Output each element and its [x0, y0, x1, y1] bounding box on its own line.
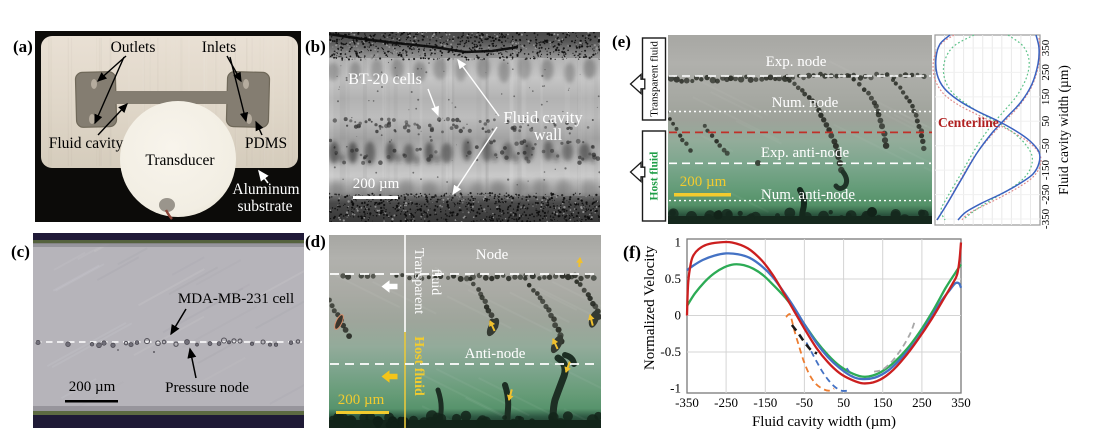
svg-text:substrate: substrate: [237, 198, 292, 215]
svg-text:Inlets: Inlets: [202, 39, 236, 56]
svg-text:50: 50: [1040, 115, 1052, 127]
svg-text:-50: -50: [796, 395, 813, 410]
svg-text:Transducer: Transducer: [145, 152, 215, 169]
svg-text:-150: -150: [753, 395, 777, 410]
svg-text:(f): (f): [623, 242, 641, 263]
svg-text:(a): (a): [13, 37, 33, 56]
svg-text:(e): (e): [612, 32, 631, 51]
svg-text:150: 150: [1040, 88, 1052, 105]
svg-text:(d): (d): [305, 232, 326, 251]
svg-text:(b): (b): [305, 37, 326, 56]
svg-text:350: 350: [951, 395, 971, 410]
svg-text:250: 250: [1040, 64, 1052, 81]
svg-text:-150: -150: [1040, 160, 1052, 181]
svg-text:-350: -350: [675, 395, 699, 410]
svg-text:200 µm: 200 µm: [680, 174, 727, 190]
svg-text:Num. node: Num. node: [772, 95, 839, 111]
svg-text:fluid: fluid: [428, 269, 443, 295]
svg-text:Fluid cavity: Fluid cavity: [503, 108, 583, 127]
svg-text:0.5: 0.5: [665, 271, 681, 286]
svg-text:-250: -250: [1040, 184, 1052, 205]
svg-text:Host fluid: Host fluid: [411, 336, 426, 396]
svg-text:1: 1: [675, 235, 682, 250]
svg-text:Exp. anti-node: Exp. anti-node: [761, 145, 850, 161]
svg-text:Num. anti-node: Num. anti-node: [761, 187, 855, 203]
svg-text:Outlets: Outlets: [111, 39, 156, 56]
svg-text:Exp. node: Exp. node: [766, 54, 827, 70]
svg-text:Transparent: Transparent: [411, 248, 426, 314]
svg-text:Fluid cavity width (µm): Fluid cavity width (µm): [752, 414, 896, 430]
svg-text:Fluid cavity width (µm): Fluid cavity width (µm): [1056, 65, 1071, 195]
svg-text:PDMS: PDMS: [245, 135, 287, 152]
svg-text:Normalized Velocity: Normalized Velocity: [642, 245, 658, 370]
svg-text:-0.5: -0.5: [660, 344, 681, 359]
svg-text:0: 0: [675, 308, 682, 323]
svg-text:250: 250: [912, 395, 932, 410]
svg-text:Pressure node: Pressure node: [165, 380, 249, 396]
svg-text:200 µm: 200 µm: [353, 176, 400, 192]
svg-text:MDA-MB-231 cell: MDA-MB-231 cell: [178, 291, 294, 307]
svg-text:150: 150: [873, 395, 893, 410]
svg-text:50: 50: [837, 395, 850, 410]
svg-text:Centerline: Centerline: [938, 115, 999, 130]
svg-text:Node: Node: [476, 247, 509, 263]
svg-text:Host fluid: Host fluid: [649, 151, 661, 200]
svg-text:-250: -250: [714, 395, 738, 410]
svg-text:350: 350: [1040, 39, 1052, 56]
svg-text:Aluminum: Aluminum: [232, 181, 299, 198]
svg-text:200 µm: 200 µm: [69, 379, 116, 395]
svg-text:-350: -350: [1040, 208, 1052, 229]
svg-text:(c): (c): [11, 242, 30, 261]
svg-text:Anti-node: Anti-node: [465, 346, 526, 362]
svg-text:Transparent fluid: Transparent fluid: [649, 41, 661, 117]
svg-text:BT-20 cells: BT-20 cells: [348, 71, 422, 88]
svg-text:-50: -50: [1040, 138, 1052, 153]
svg-text:-1: -1: [670, 381, 681, 396]
svg-text:200 µm: 200 µm: [338, 392, 385, 408]
svg-text:wall: wall: [534, 125, 563, 144]
svg-text:Fluid cavity: Fluid cavity: [49, 135, 124, 152]
